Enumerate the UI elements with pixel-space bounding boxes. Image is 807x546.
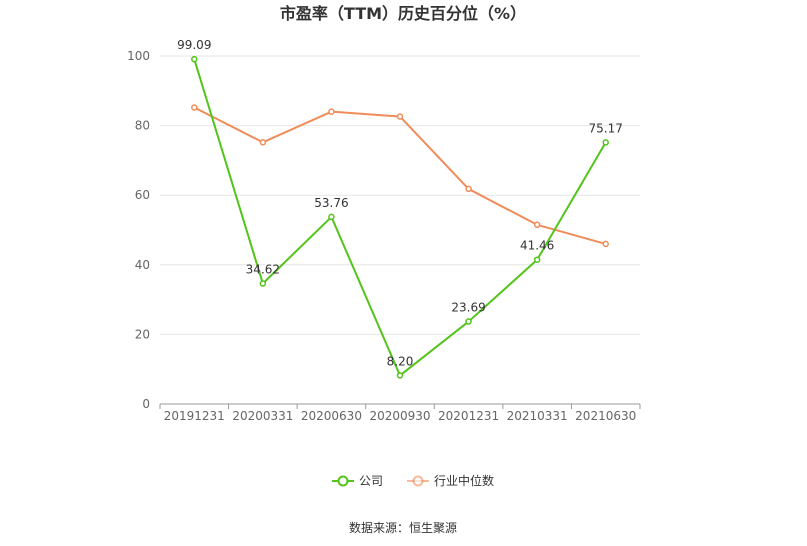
legend-label: 行业中位数 [434,473,494,488]
data-label: 99.09 [177,38,211,52]
data-point[interactable] [396,372,404,379]
data-point[interactable] [259,280,267,287]
legend[interactable]: 公司 行业中位数 [332,473,494,488]
legend-item[interactable]: 行业中位数 [407,473,494,488]
x-tick-label: 20200331 [232,409,293,423]
y-tick-label: 60 [135,188,150,202]
y-tick-label: 20 [135,327,150,341]
x-tick-label: 20200930 [369,409,430,423]
legend-label: 公司 [359,474,383,488]
data-point[interactable] [533,256,541,263]
data-label: 41.46 [520,239,554,253]
chart-title: 市盈率（TTM）历史百分位（%） [280,4,526,23]
data-point[interactable] [396,113,404,120]
data-label: 53.76 [314,196,348,210]
series [191,55,609,379]
series-line [193,106,606,245]
x-tick-label: 20201231 [438,409,499,423]
data-label: 75.17 [589,121,623,135]
grid [160,55,640,335]
y-tick-label: 80 [135,119,150,133]
series-line [193,58,607,377]
x-tick-label: 20210331 [507,409,568,423]
data-point[interactable] [602,240,609,248]
data-point[interactable] [191,55,198,63]
data-point[interactable] [465,318,472,325]
axes: 0 20 40 60 80 100 20191231 20200331 20200630 2020… [127,49,641,423]
legend-item[interactable]: 公司 [332,474,383,488]
data-label: 34.62 [246,263,280,277]
legend-marker-icon [337,475,349,487]
x-tick-label: 20200630 [301,409,362,423]
data-point[interactable] [191,104,198,111]
data-point[interactable] [602,139,609,146]
data-label: 8.20 [387,354,414,368]
data-point[interactable] [328,108,335,115]
y-tick-label: 40 [135,258,150,272]
legend-marker-icon [412,475,424,487]
data-point[interactable] [259,139,267,146]
source-note: 数据来源：恒生聚源 [349,520,457,535]
data-label: 23.69 [451,301,485,315]
data-point[interactable] [465,185,472,193]
data-point[interactable] [328,213,335,221]
data-labels: 99.09 34.62 53.76 8.20 23.69 41.46 75.17 [177,38,623,368]
x-tick-label: 20191231 [164,409,225,423]
y-tick-label: 100 [127,49,150,63]
x-tick-label: 20210630 [575,409,636,423]
data-point[interactable] [533,221,541,229]
y-tick-label: 0 [142,397,150,411]
